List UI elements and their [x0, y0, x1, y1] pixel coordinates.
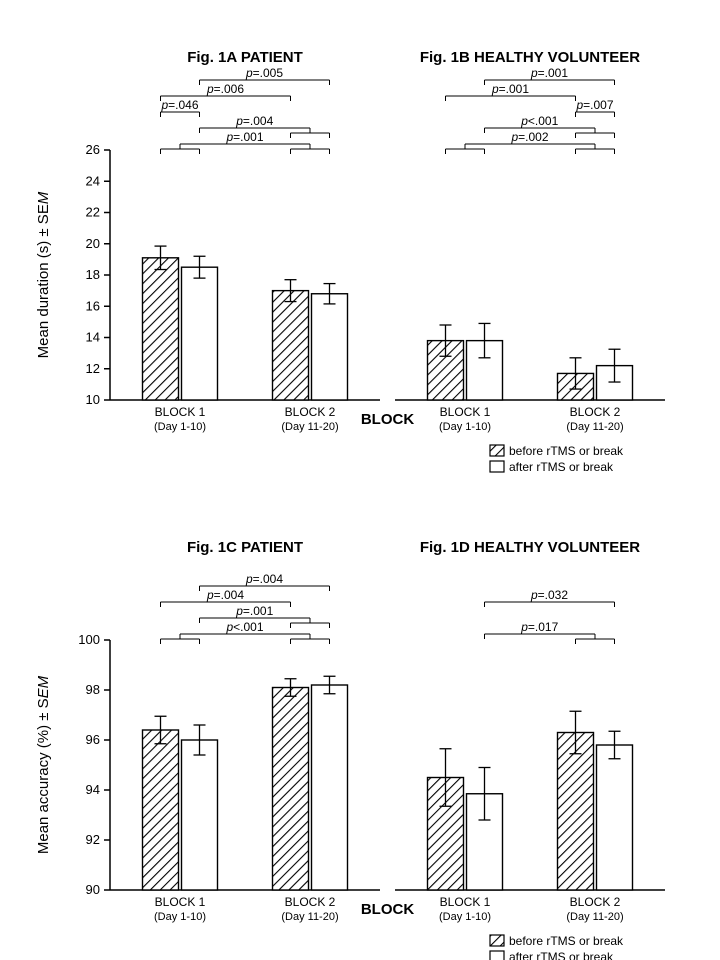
legend-swatch: [490, 461, 504, 472]
svg-text:16: 16: [86, 298, 100, 313]
svg-text:26: 26: [86, 142, 100, 157]
svg-text:BLOCK 2: BLOCK 2: [285, 405, 336, 419]
bar: [143, 258, 179, 400]
svg-text:BLOCK 2: BLOCK 2: [285, 895, 336, 909]
p-value: p=.001: [225, 130, 263, 144]
svg-text:BLOCK 1: BLOCK 1: [155, 405, 206, 419]
legend-label: after rTMS or break: [509, 460, 614, 474]
svg-text:(Day 1-10): (Day 1-10): [154, 421, 206, 433]
bar: [143, 730, 179, 890]
svg-text:(Day 1-10): (Day 1-10): [439, 911, 491, 923]
svg-text:Fig. 1D HEALTHY VOLUNTEER: Fig. 1D HEALTHY VOLUNTEER: [420, 539, 640, 556]
p-value: p=.002: [510, 130, 548, 144]
x-axis-label: BLOCK: [361, 901, 414, 918]
legend-label: before rTMS or break: [509, 934, 624, 948]
svg-text:(Day 11-20): (Day 11-20): [566, 421, 623, 433]
svg-text:BLOCK 1: BLOCK 1: [155, 895, 206, 909]
svg-text:100: 100: [78, 632, 100, 647]
bar: [597, 745, 633, 890]
svg-text:94: 94: [86, 782, 100, 797]
legend-swatch: [490, 935, 504, 946]
p-value: p=.017: [520, 620, 558, 634]
svg-text:98: 98: [86, 682, 100, 697]
svg-text:92: 92: [86, 832, 100, 847]
legend-label: before rTMS or break: [509, 444, 624, 458]
p-value: p=.046: [160, 98, 198, 112]
bar: [273, 291, 309, 400]
p-value: p=.007: [575, 98, 613, 112]
svg-text:96: 96: [86, 732, 100, 747]
svg-text:14: 14: [86, 330, 100, 345]
legend-swatch: [490, 951, 504, 960]
svg-text:20: 20: [86, 236, 100, 251]
svg-text:24: 24: [86, 173, 100, 188]
p-value: p=.001: [491, 82, 529, 96]
p-value: p=.004: [245, 572, 283, 586]
legend-swatch: [490, 445, 504, 456]
svg-text:Fig. 1A PATIENT: Fig. 1A PATIENT: [187, 49, 303, 66]
svg-text:(Day 11-20): (Day 11-20): [281, 911, 338, 923]
svg-text:10: 10: [86, 392, 100, 407]
p-value: p=.032: [530, 588, 568, 602]
svg-text:BLOCK 1: BLOCK 1: [440, 895, 491, 909]
svg-text:BLOCK 2: BLOCK 2: [570, 405, 621, 419]
bar: [273, 688, 309, 891]
svg-text:Fig. 1B HEALTHY VOLUNTEER: Fig. 1B HEALTHY VOLUNTEER: [420, 49, 640, 66]
svg-text:12: 12: [86, 361, 100, 376]
p-value: p=.004: [235, 114, 273, 128]
legend-label: after rTMS or break: [509, 950, 614, 960]
svg-text:(Day 1-10): (Day 1-10): [154, 911, 206, 923]
p-value: p=.004: [206, 588, 244, 602]
bar: [182, 740, 218, 890]
y-axis-label: Mean accuracy (%) ± SEM: [35, 675, 52, 854]
svg-text:(Day 11-20): (Day 11-20): [566, 911, 623, 923]
bar: [558, 733, 594, 891]
p-value: p<.001: [520, 114, 558, 128]
p-value: p=.001: [530, 66, 568, 80]
svg-text:BLOCK 1: BLOCK 1: [440, 405, 491, 419]
svg-text:90: 90: [86, 882, 100, 897]
p-value: p=.005: [245, 66, 283, 80]
svg-text:(Day 1-10): (Day 1-10): [439, 421, 491, 433]
svg-text:(Day 11-20): (Day 11-20): [281, 421, 338, 433]
svg-text:18: 18: [86, 267, 100, 282]
svg-text:BLOCK 2: BLOCK 2: [570, 895, 621, 909]
y-axis-label: Mean duration (s) ± SEM: [35, 191, 52, 358]
p-value: p=.006: [206, 82, 244, 96]
p-value: p=.001: [235, 604, 273, 618]
svg-text:Fig. 1C PATIENT: Fig. 1C PATIENT: [187, 539, 303, 556]
bar: [312, 294, 348, 400]
p-value: p<.001: [225, 620, 263, 634]
bar: [312, 685, 348, 890]
x-axis-label: BLOCK: [361, 411, 414, 428]
bar: [182, 267, 218, 400]
svg-text:22: 22: [86, 205, 100, 220]
